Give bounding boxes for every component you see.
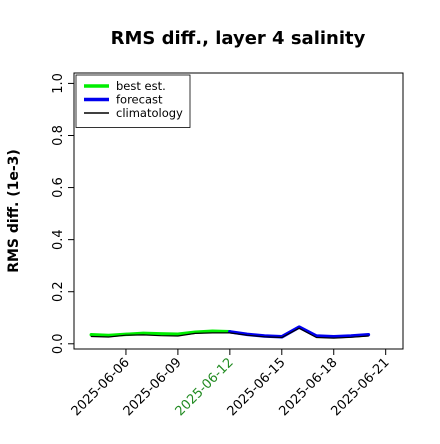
- y-tick-label: 1.0: [51, 73, 66, 94]
- series-line-best-est: [89, 329, 232, 338]
- y-tick-label: 0.8: [51, 125, 66, 146]
- plot-area-frame: [73, 72, 404, 350]
- legend-label: climatology: [116, 106, 183, 120]
- y-tick-label: 0.0: [51, 333, 66, 354]
- series-line-forecast: [228, 325, 371, 339]
- legend-label: forecast: [116, 93, 163, 107]
- y-tick-label: 0.6: [51, 177, 66, 198]
- y-axis-label: RMS diff. (1e-3): [6, 149, 22, 273]
- chart-title: RMS diff., layer 4 salinity: [111, 28, 366, 49]
- y-tick-label: 0.2: [51, 281, 66, 302]
- y-tick-label: 0.4: [51, 229, 66, 250]
- series-line-climatology: [90, 327, 369, 339]
- legend-label: best est.: [116, 79, 166, 93]
